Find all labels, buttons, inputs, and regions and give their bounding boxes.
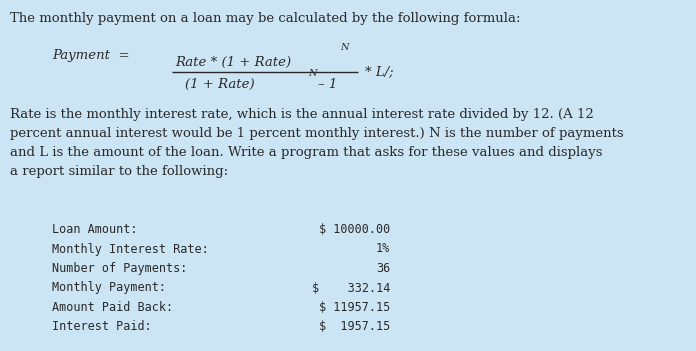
Text: Rate * (1 + Rate): Rate * (1 + Rate) bbox=[175, 55, 291, 68]
Text: Number of Payments:: Number of Payments: bbox=[52, 262, 187, 275]
Text: Rate is the monthly interest rate, which is the annual interest rate divided by : Rate is the monthly interest rate, which… bbox=[10, 108, 624, 178]
Text: 1%: 1% bbox=[376, 243, 390, 256]
Text: – 1: – 1 bbox=[318, 78, 338, 91]
Text: (1 + Rate): (1 + Rate) bbox=[185, 78, 255, 91]
Text: The monthly payment on a loan may be calculated by the following formula:: The monthly payment on a loan may be cal… bbox=[10, 12, 521, 25]
Text: Payment  =: Payment = bbox=[52, 48, 129, 61]
Text: Interest Paid:: Interest Paid: bbox=[52, 320, 152, 333]
Text: $    332.14: $ 332.14 bbox=[312, 282, 390, 294]
Text: $ 11957.15: $ 11957.15 bbox=[319, 301, 390, 314]
Text: Amount Paid Back:: Amount Paid Back: bbox=[52, 301, 173, 314]
Text: $ 10000.00: $ 10000.00 bbox=[319, 223, 390, 236]
Text: * L/;: * L/; bbox=[365, 66, 394, 79]
Text: 36: 36 bbox=[376, 262, 390, 275]
Text: $  1957.15: $ 1957.15 bbox=[319, 320, 390, 333]
Text: Monthly Interest Rate:: Monthly Interest Rate: bbox=[52, 243, 209, 256]
Text: N: N bbox=[308, 68, 317, 78]
Text: Loan Amount:: Loan Amount: bbox=[52, 223, 138, 236]
Text: N: N bbox=[340, 44, 349, 53]
Text: Monthly Payment:: Monthly Payment: bbox=[52, 282, 166, 294]
